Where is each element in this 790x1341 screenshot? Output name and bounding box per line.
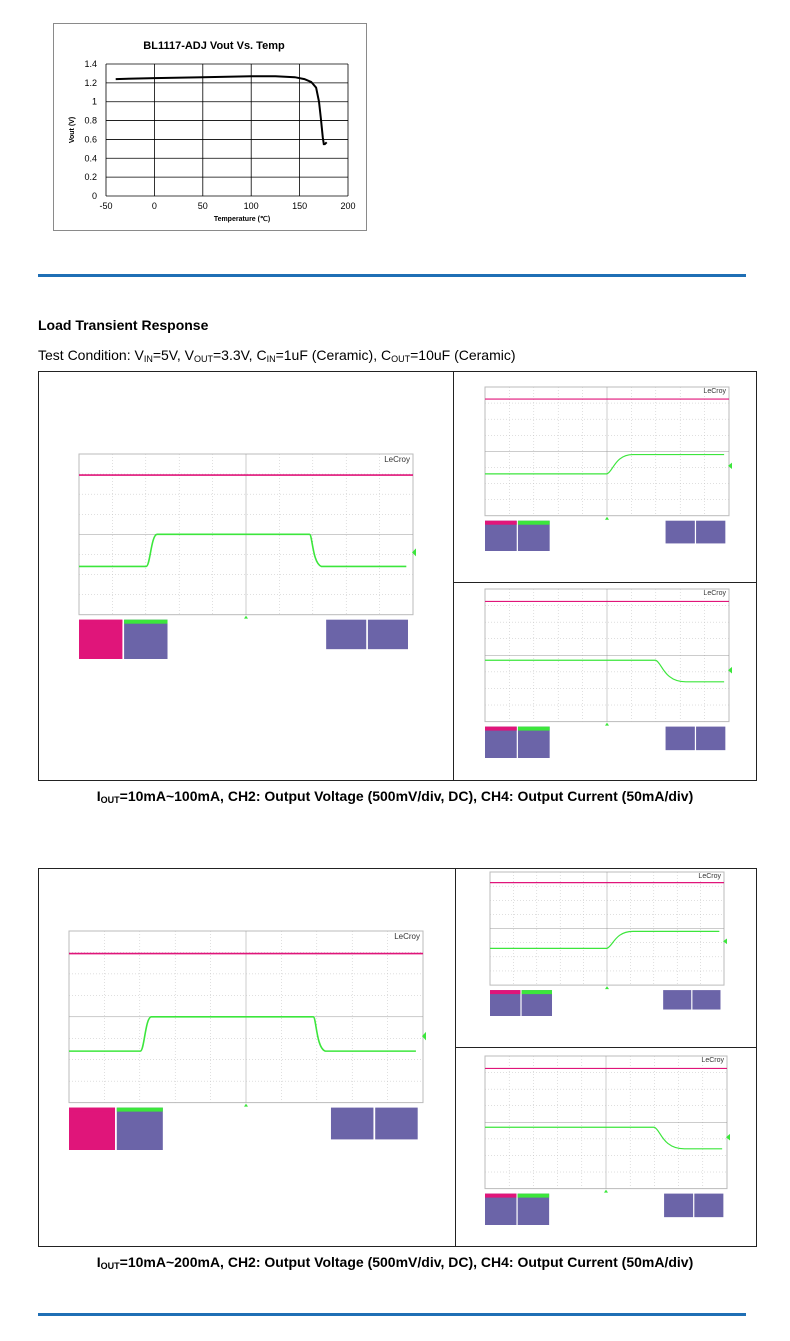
caption-200ma: IOUT=10mA~200mA, CH2: Output Voltage (50… bbox=[96, 1254, 694, 1271]
ch4-setup-header bbox=[517, 520, 550, 525]
trigger-box bbox=[696, 726, 726, 751]
y-tick-label: 1.4 bbox=[84, 59, 97, 69]
y-tick-label: 0.6 bbox=[84, 134, 97, 144]
timebase-box bbox=[663, 990, 692, 1010]
ch2-setup-header bbox=[485, 520, 517, 525]
lecroy-logo: LeCroy bbox=[697, 873, 722, 880]
y-tick-label: 0.8 bbox=[84, 116, 97, 126]
trigger-marker bbox=[244, 1103, 248, 1107]
scope-capture-falling-edge: LeCroy bbox=[484, 588, 732, 759]
x-tick-label: -50 bbox=[99, 201, 112, 211]
lecroy-logo: LeCroy bbox=[702, 388, 727, 395]
x-axis-label: Temperature (℃) bbox=[214, 215, 270, 223]
panel-divider bbox=[453, 372, 454, 780]
trigger-level-marker bbox=[728, 462, 732, 470]
ch4-current-trace bbox=[485, 659, 725, 683]
ch4-setup-header bbox=[116, 1107, 163, 1112]
scope-capture-full: LeCroy bbox=[78, 453, 416, 660]
panel-divider bbox=[455, 869, 456, 1246]
trigger-marker bbox=[604, 1189, 608, 1193]
ch2-setup-header bbox=[490, 990, 521, 995]
trigger-level-marker bbox=[412, 548, 416, 557]
chart-title: BL1117-ADJ Vout Vs. Temp bbox=[143, 40, 285, 52]
ch4-setup-box bbox=[517, 520, 550, 551]
timebase-box bbox=[665, 726, 695, 751]
transient-panel-1: LeCroy LeCroy LeCroy bbox=[38, 371, 757, 781]
ch4-current-trace bbox=[485, 1126, 723, 1150]
vout-temp-chart: BL1117-ADJ Vout Vs. Temp 0 0.2 0.4 0.6 0.8 1 1.… bbox=[53, 23, 367, 231]
ch4-current-trace bbox=[69, 1016, 416, 1052]
trigger-box bbox=[696, 520, 726, 544]
trigger-box bbox=[375, 1107, 418, 1140]
ch2-setup-box bbox=[485, 1193, 517, 1225]
lecroy-logo: LeCroy bbox=[383, 455, 411, 464]
ch2-setup-box bbox=[69, 1107, 116, 1150]
scope-capture-rising-edge: LeCroy bbox=[489, 871, 727, 1017]
x-tick-label: 50 bbox=[198, 201, 208, 211]
ch4-setup-header bbox=[517, 726, 550, 731]
x-tick-label: 100 bbox=[244, 201, 259, 211]
ch2-setup-box bbox=[490, 990, 521, 1016]
lecroy-logo: LeCroy bbox=[702, 590, 727, 597]
panel-divider bbox=[453, 582, 756, 583]
ch4-current-trace bbox=[490, 930, 720, 949]
ch4-setup-box bbox=[517, 726, 550, 758]
ch2-setup-header bbox=[69, 1107, 116, 1112]
ch2-setup-box bbox=[485, 520, 517, 551]
ch4-setup-box bbox=[124, 619, 168, 659]
panel-divider bbox=[455, 1047, 756, 1048]
trigger-level-marker bbox=[422, 1031, 426, 1041]
ch4-setup-header bbox=[517, 1193, 550, 1198]
y-tick-label: 0.4 bbox=[84, 153, 97, 163]
test-condition: Test Condition: VIN=5V, VOUT=3.3V, CIN=1… bbox=[38, 347, 516, 364]
scope-capture-full: LeCroy bbox=[68, 930, 426, 1151]
timebase-box bbox=[330, 1107, 374, 1140]
trigger-marker bbox=[605, 986, 609, 990]
x-tick-label: 200 bbox=[340, 201, 355, 211]
ch4-setup-box bbox=[517, 1193, 550, 1225]
y-axis-label: Vout (V) bbox=[69, 117, 76, 143]
trigger-marker bbox=[605, 722, 609, 726]
caption-100ma: IOUT=10mA~100mA, CH2: Output Voltage (50… bbox=[96, 788, 694, 805]
lecroy-logo: LeCroy bbox=[700, 1057, 725, 1064]
y-tick-label: 0 bbox=[92, 191, 97, 201]
section-divider-top bbox=[38, 274, 746, 277]
ch4-setup-header bbox=[521, 990, 553, 995]
ch4-setup-box bbox=[116, 1107, 163, 1150]
y-tick-label: 1 bbox=[92, 97, 97, 107]
ch2-setup-header bbox=[485, 726, 517, 731]
timebase-box bbox=[326, 619, 367, 650]
trigger-box bbox=[692, 990, 721, 1010]
y-tick-label: 0.2 bbox=[84, 172, 97, 182]
trigger-box bbox=[367, 619, 408, 650]
timebase-box bbox=[665, 520, 695, 544]
section-title: Load Transient Response bbox=[38, 317, 209, 333]
ch4-setup-header bbox=[124, 619, 168, 624]
trigger-marker bbox=[605, 516, 609, 520]
x-tick-label: 150 bbox=[292, 201, 307, 211]
trigger-level-marker bbox=[723, 938, 727, 945]
y-tick-label: 1.2 bbox=[84, 78, 97, 88]
trigger-box bbox=[694, 1193, 724, 1218]
scope-capture-falling-edge: LeCroy bbox=[484, 1055, 730, 1226]
vout-temp-chart-svg: BL1117-ADJ Vout Vs. Temp 0 0.2 0.4 0.6 0.8 1 1.… bbox=[69, 40, 356, 223]
ch2-setup-header bbox=[79, 619, 123, 624]
section-divider-bottom bbox=[38, 1313, 746, 1316]
lecroy-logo: LeCroy bbox=[393, 932, 421, 941]
trigger-marker bbox=[244, 615, 248, 619]
ch4-current-trace bbox=[79, 533, 407, 568]
scope-capture-rising-edge: LeCroy bbox=[484, 386, 732, 552]
ch4-current-trace bbox=[485, 453, 725, 475]
trigger-level-marker bbox=[726, 1133, 730, 1141]
timebase-box bbox=[664, 1193, 694, 1218]
ch2-setup-header bbox=[485, 1193, 517, 1198]
ch2-setup-box bbox=[485, 726, 517, 758]
ch2-setup-box bbox=[79, 619, 123, 659]
transient-panel-2: LeCroy LeCroy LeCroy bbox=[38, 868, 757, 1247]
x-tick-label: 0 bbox=[152, 201, 157, 211]
ch4-setup-box bbox=[521, 990, 553, 1016]
trigger-level-marker bbox=[728, 666, 732, 674]
vout-series-line bbox=[115, 75, 328, 146]
